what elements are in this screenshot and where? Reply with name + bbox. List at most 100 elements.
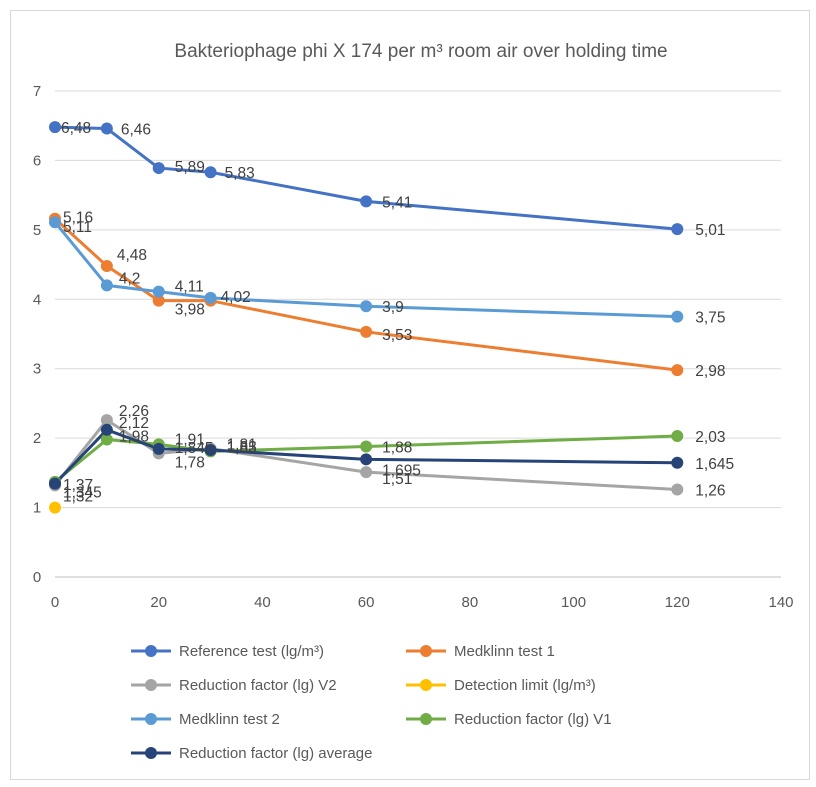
legend-label: Detection limit (lg/m³) [454, 677, 596, 694]
data-point [152, 285, 165, 298]
series-line [53, 221, 678, 319]
data-label: 1,85 [227, 440, 257, 457]
data-label: 3,98 [175, 302, 205, 319]
data-point [49, 121, 61, 134]
data-label: 3,75 [695, 310, 725, 327]
y-tick-label: 6 [33, 152, 41, 169]
data-label: 1,51 [382, 471, 412, 488]
series-lines [53, 125, 678, 492]
data-point [100, 122, 113, 135]
legend-marker [420, 713, 432, 725]
legend-marker [420, 645, 432, 657]
data-point [671, 223, 684, 236]
data-point [360, 300, 373, 313]
data-label: 6,46 [121, 121, 151, 138]
data-point [49, 477, 61, 490]
x-tick-label: 100 [561, 594, 586, 611]
data-label: 1,37 [63, 477, 93, 494]
data-point [671, 430, 684, 443]
series-line [53, 217, 678, 372]
data-label: 1,88 [382, 439, 412, 456]
legend-marker [145, 645, 157, 657]
data-point [360, 195, 373, 208]
legend-label: Medklinn test 2 [179, 711, 280, 728]
x-tick-label: 20 [150, 594, 167, 611]
data-label: 2,12 [119, 415, 149, 432]
data-point [671, 364, 684, 377]
series-line [54, 125, 678, 231]
data-label: 1,845 [175, 440, 214, 457]
y-tick-label: 2 [33, 430, 41, 447]
series-line [54, 434, 678, 484]
legend-marker [420, 679, 432, 691]
data-label: 1,695 [382, 462, 421, 479]
y-tick-label: 4 [33, 291, 41, 308]
data-point [360, 440, 373, 453]
y-tick-label: 1 [33, 500, 41, 517]
data-point [152, 442, 165, 455]
legend-label: Reduction factor (lg) average [179, 745, 372, 762]
legend-label: Reduction factor (lg) V2 [179, 677, 337, 694]
data-point [204, 443, 217, 456]
data-label: 2,98 [695, 363, 725, 380]
data-label: 1,78 [175, 454, 205, 471]
data-point [152, 294, 165, 307]
x-tick-label: 120 [665, 594, 690, 611]
x-tick-label: 60 [358, 594, 375, 611]
x-tick-label: 40 [254, 594, 271, 611]
legend-label: Medklinn test 1 [454, 643, 555, 660]
chart-area: Bakteriophage phi X 174 per m³ room air … [10, 10, 810, 780]
data-point [100, 433, 113, 446]
y-tick-label: 3 [33, 361, 41, 378]
data-point [360, 453, 373, 466]
data-point [204, 166, 217, 179]
data-label: 1,26 [695, 483, 725, 500]
data-point [49, 501, 61, 514]
series-points [49, 121, 684, 514]
data-label: 5,89 [175, 159, 205, 176]
data-label: 5,83 [225, 165, 255, 182]
data-labels: 6,48 6,46 5,89 5,83 5,41 5,01 5,16 4,48 3,98 3,53… [61, 120, 734, 505]
legend: Reference test (lg/m³) Medklinn test 1 Red… [131, 643, 612, 762]
series-line [53, 418, 678, 492]
data-label: 4,11 [175, 279, 204, 296]
data-label: 2,26 [119, 403, 149, 420]
data-label: 4,2 [119, 270, 141, 287]
data-point [204, 291, 217, 304]
data-label: 1,645 [695, 456, 734, 473]
data-label: 5,41 [382, 194, 412, 211]
x-tick-label: 80 [462, 594, 479, 611]
axes: 0 1 2 3 4 5 6 7 0 20 40 60 80 100 120 140 [33, 83, 794, 611]
data-label: 5,11 [63, 219, 92, 236]
x-tick-label: 0 [51, 594, 59, 611]
data-label: 1,345 [63, 485, 102, 502]
data-label: 4,48 [117, 247, 147, 264]
y-tick-label: 0 [33, 569, 41, 586]
data-point [100, 414, 113, 427]
series-line [53, 428, 678, 485]
line-chart: Bakteriophage phi X 174 per m³ room air … [33, 41, 794, 762]
gridlines [55, 90, 781, 578]
data-point [671, 310, 684, 323]
data-label: 2,03 [695, 429, 725, 446]
data-label: 1,32 [63, 488, 93, 505]
data-label: 1,81 [227, 436, 257, 453]
legend-marker [145, 747, 157, 759]
y-tick-label: 7 [33, 83, 41, 100]
chart-title: Bakteriophage phi X 174 per m³ room air … [174, 41, 667, 62]
data-label: 3,53 [382, 327, 412, 344]
legend-label: Reduction factor (lg) V1 [454, 711, 612, 728]
data-label: 3,9 [382, 299, 404, 316]
data-label: 5,01 [695, 222, 725, 239]
legend-marker [145, 713, 157, 725]
legend-marker [145, 679, 157, 691]
data-point [100, 279, 113, 292]
data-point [671, 456, 684, 469]
data-label: 4,02 [221, 289, 251, 306]
data-point [360, 325, 373, 338]
data-label: 1,83 [227, 439, 257, 456]
x-tick-label: 140 [768, 594, 793, 611]
data-label: 1,98 [119, 429, 149, 446]
data-point [49, 216, 61, 229]
y-tick-label: 5 [33, 222, 41, 239]
